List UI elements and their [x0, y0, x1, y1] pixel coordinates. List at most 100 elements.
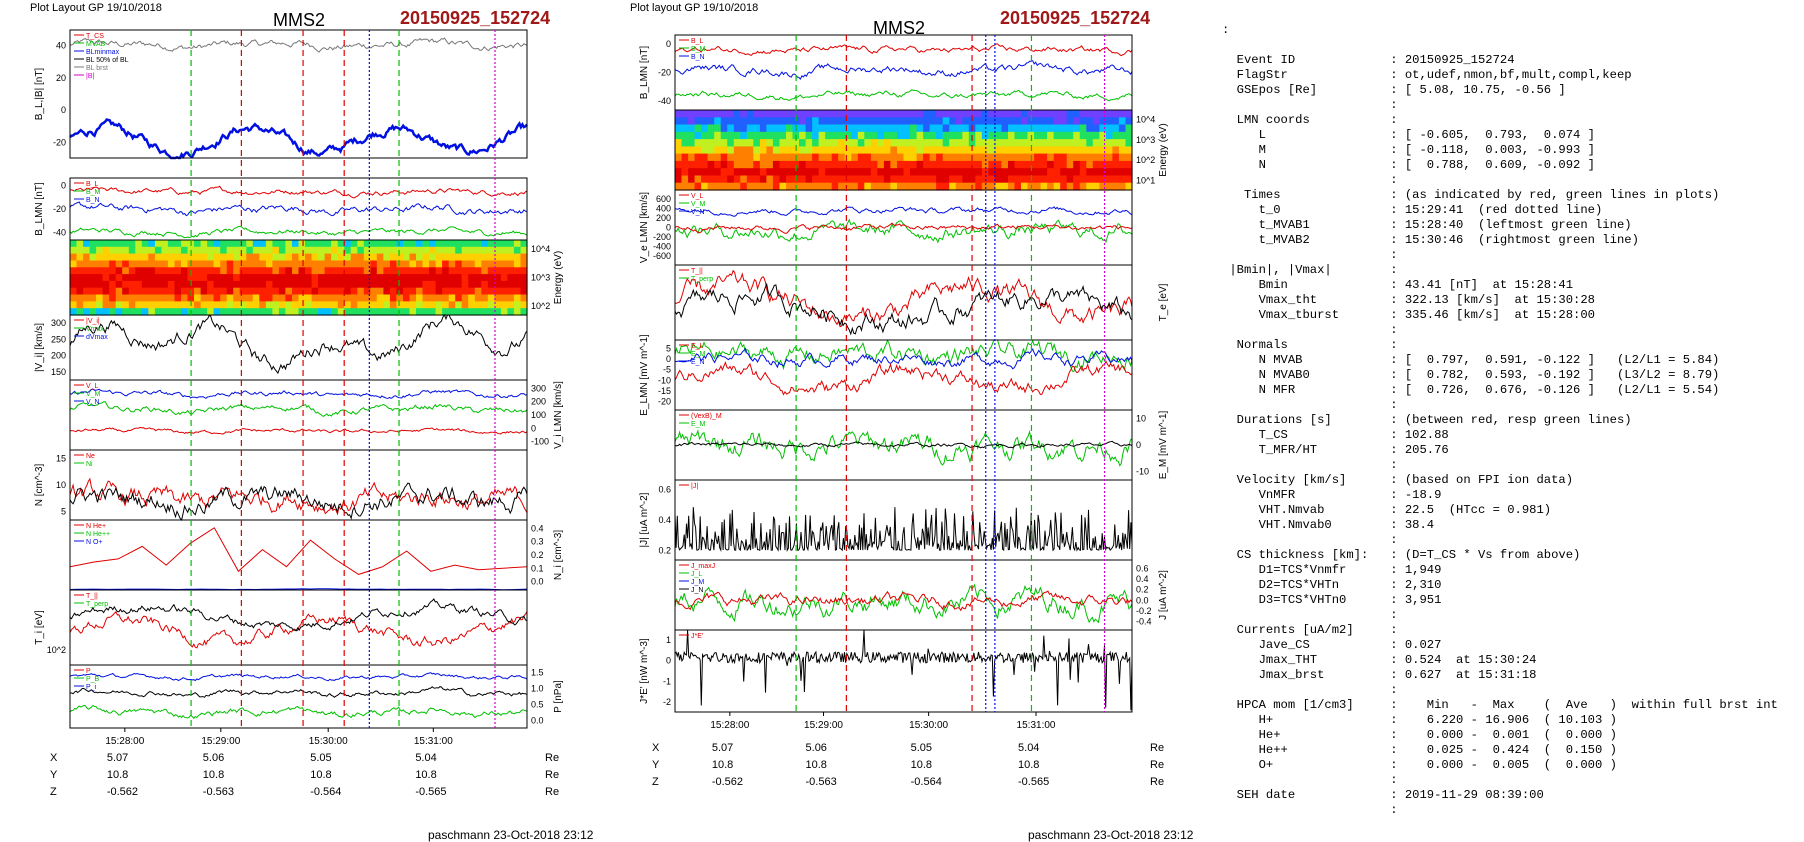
spectrogram-cell [812, 160, 820, 169]
info-line: t_0 : 15:29:41 (red dotted line) [1222, 203, 1603, 217]
spectrogram-cell [962, 175, 970, 184]
spectrogram-cell [396, 240, 404, 248]
spectrogram-cell [481, 294, 489, 302]
spectrogram-cell [877, 160, 885, 169]
spectrogram-cell [468, 287, 476, 296]
spectrogram-cell [772, 139, 780, 147]
spectrogram-cell [272, 267, 280, 275]
subplot-8: 1.51.00.50.0P [nPa]PP_BP_i [69, 664, 564, 729]
spectrogram-cell [955, 175, 963, 184]
spectrogram-cell [285, 294, 293, 302]
legend-label: Vmax [86, 326, 104, 333]
spectrogram-cell [1073, 175, 1081, 184]
spectrogram-cell [975, 168, 983, 177]
spectrogram-cell [422, 294, 430, 302]
spectrogram-cell [520, 267, 528, 275]
spectrogram-cell [681, 153, 689, 162]
spectrogram-cell [285, 287, 293, 296]
spectrogram-cell [1112, 168, 1120, 177]
info-line: Jave_CS : 0.027 [1222, 638, 1442, 652]
spectrogram-cell [1073, 168, 1081, 177]
spectrogram-cell [207, 274, 215, 282]
spectrogram-cell [102, 240, 110, 248]
spectrogram-cell [883, 131, 891, 140]
spectrogram-cell [812, 146, 820, 155]
spectrogram-cell [376, 294, 384, 302]
subplot-7: 10^2T_i [eV]T_||T_perp [34, 589, 528, 666]
spectrogram-cell [324, 294, 332, 302]
spectrogram-cell [857, 139, 865, 147]
spectrogram-cell [1073, 131, 1081, 140]
spectrogram-cell [481, 267, 489, 275]
legend-label: T_|| [691, 268, 703, 275]
y-tick-label: 10^3 [531, 273, 550, 283]
spectrogram-cell [474, 260, 482, 268]
spectrogram-cell [786, 160, 794, 169]
spectrogram-cell [714, 139, 722, 147]
spectrogram-cell [838, 131, 846, 140]
spectrogram-cell [337, 280, 345, 289]
spectrogram-cell [962, 139, 970, 147]
spectrogram-cell [305, 274, 313, 282]
spectrogram-cell [675, 117, 683, 126]
spectrogram-cell [1073, 146, 1081, 155]
spectrogram-cell [403, 246, 411, 255]
info-line: CS thickness [km]: : (D=T_CS * Vs from a… [1222, 548, 1581, 562]
coord-name: X [50, 752, 58, 764]
spectrogram-cell [96, 308, 104, 316]
spectrogram-cell [766, 153, 774, 162]
spectrogram-cell [877, 110, 885, 118]
spectrogram-cell [714, 117, 722, 126]
spectrogram-cell [461, 260, 469, 268]
spectrogram-cell [298, 253, 306, 261]
spectrogram-cell [688, 153, 696, 162]
spectrogram-cell [897, 168, 905, 177]
spectrogram-cell [376, 253, 384, 261]
series-line [674, 339, 1133, 372]
spectrogram-cell [285, 246, 293, 255]
info-line: Bmin : 43.41 [nT] at 15:28:41 [1222, 278, 1574, 292]
spectrogram-cell [442, 260, 450, 268]
spectrogram-cell [812, 175, 820, 184]
spectrogram-cell [851, 110, 859, 118]
y-tick-label: -15 [658, 386, 671, 396]
spectrogram-cell [246, 274, 254, 282]
spectrogram-cell [1047, 124, 1055, 133]
spectrogram-cell [825, 153, 833, 162]
spectrogram-cell [1086, 160, 1094, 169]
spectrogram-cell [779, 124, 787, 133]
legend-label: (VexB)_M [691, 413, 722, 420]
spectrogram-cell [720, 160, 728, 169]
spectrogram-cell [1125, 160, 1133, 169]
spectrogram-cell [422, 308, 430, 316]
spectrogram-cell [239, 260, 247, 268]
spectrogram-cell [298, 287, 306, 296]
spectrogram-cell [141, 294, 149, 302]
spectrogram-cell [766, 146, 774, 155]
spectrogram-cell [487, 294, 495, 302]
spectrogram-cell [923, 131, 931, 140]
spectrogram-cell [513, 267, 521, 275]
spectrogram-cell [429, 267, 437, 275]
spectrogram-cell [331, 280, 339, 289]
spectrogram-cell [285, 274, 293, 282]
spectrogram-cell [292, 280, 300, 289]
coord-unit: Re [1150, 759, 1165, 771]
spectrogram-cell [733, 160, 741, 169]
spectrogram-cell [128, 246, 136, 255]
spectrogram-cell [207, 253, 215, 261]
spectrogram-cell [1086, 110, 1094, 118]
spectrogram-cell [1118, 160, 1126, 169]
spectrogram-cell [448, 308, 456, 316]
spectrogram-cell [363, 274, 371, 282]
y-tick-label: 0.4 [1136, 574, 1149, 584]
spectrogram-cell [96, 301, 104, 309]
y-axis-label: E_M [mV m^-1] [1158, 410, 1169, 479]
spectrogram-cell [857, 131, 865, 140]
spectrogram-cell [389, 246, 397, 255]
spectrogram-cell [766, 182, 774, 191]
spectrogram-cell [442, 287, 450, 296]
spectrogram-cell [1053, 153, 1061, 162]
spectrogram-cell [487, 308, 495, 316]
